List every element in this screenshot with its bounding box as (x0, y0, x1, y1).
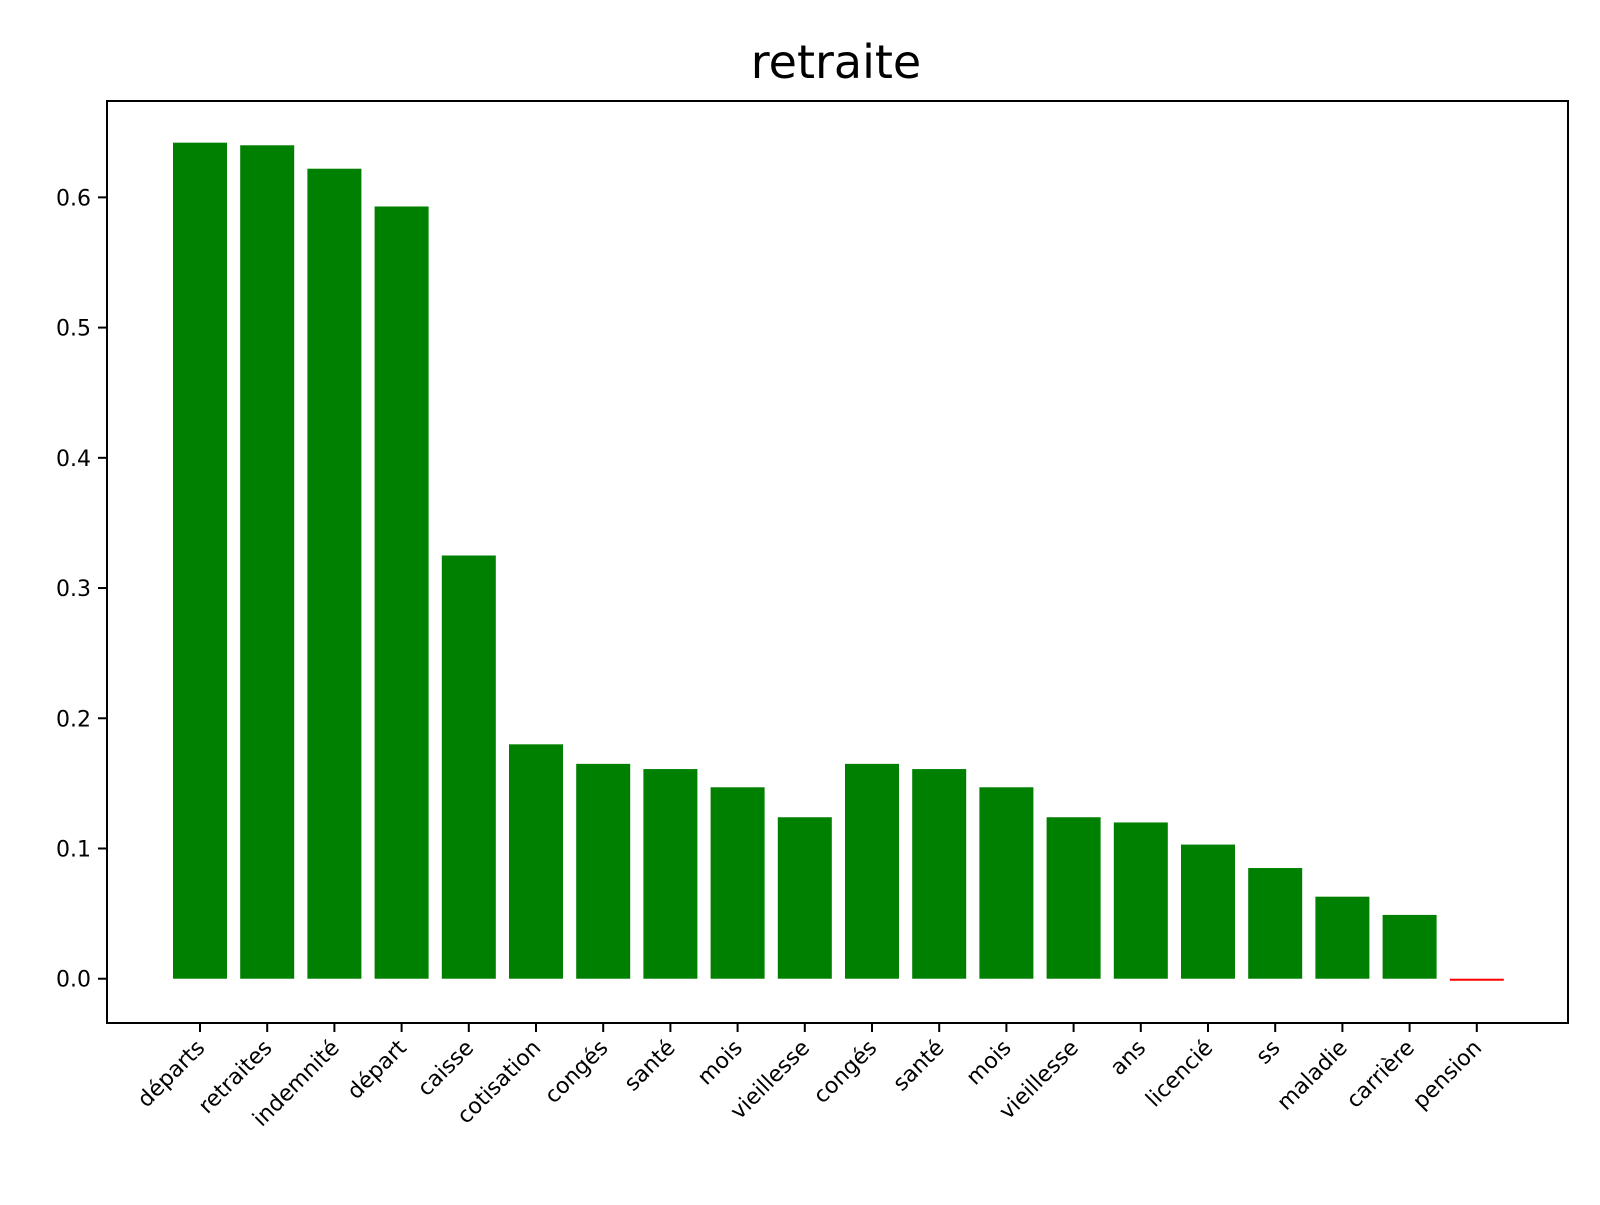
bar (374, 206, 429, 979)
y-tick-label: 0.4 (56, 447, 91, 472)
bar (1315, 896, 1370, 979)
chart-title: retraite (751, 35, 921, 89)
bar (576, 763, 631, 979)
bar (1449, 978, 1504, 981)
x-tick-label: mois (693, 1036, 748, 1091)
bar (1248, 868, 1303, 979)
x-tick-label: mois (962, 1036, 1017, 1091)
y-tick-label: 0.0 (56, 968, 91, 993)
bar (441, 555, 496, 979)
x-tick-label: ss (1252, 1036, 1286, 1070)
x-tick-label: pension (1408, 1036, 1487, 1115)
bars-group (173, 142, 1504, 981)
x-tick-label: caisse (413, 1036, 479, 1102)
bar (240, 145, 295, 979)
x-tick-label: ans (1106, 1036, 1151, 1081)
y-tick-label: 0.6 (56, 186, 91, 211)
x-tick-label: santé (889, 1036, 950, 1097)
y-tick-label: 0.2 (56, 707, 91, 732)
bar (1181, 844, 1235, 979)
x-tick-label: carrière (1342, 1036, 1420, 1114)
bar (1046, 817, 1101, 979)
bar (912, 769, 967, 979)
bar (173, 142, 227, 979)
x-tick-label: congés (540, 1036, 613, 1109)
x-tick-label: départ (343, 1035, 412, 1104)
y-tick-label: 0.5 (56, 317, 91, 342)
y-axis: 0.0 0.1 0.2 0.3 0.4 0.5 0.6 (56, 186, 107, 993)
x-tick-label: licencié (1141, 1036, 1218, 1113)
bar (979, 787, 1034, 979)
bar (509, 744, 563, 979)
bar (643, 769, 698, 979)
bar (710, 787, 765, 979)
x-tick-label: maladie (1273, 1036, 1353, 1116)
y-tick-label: 0.3 (56, 577, 91, 602)
y-tick-label: 0.1 (56, 837, 91, 862)
bar (1113, 822, 1168, 979)
bar (845, 763, 899, 979)
x-tick-label: congés (809, 1036, 882, 1109)
x-tick-label: santé (620, 1036, 681, 1097)
bar (1382, 914, 1437, 979)
axes-frame (106, 100, 1569, 1024)
bar (307, 168, 362, 979)
bar (777, 817, 832, 979)
